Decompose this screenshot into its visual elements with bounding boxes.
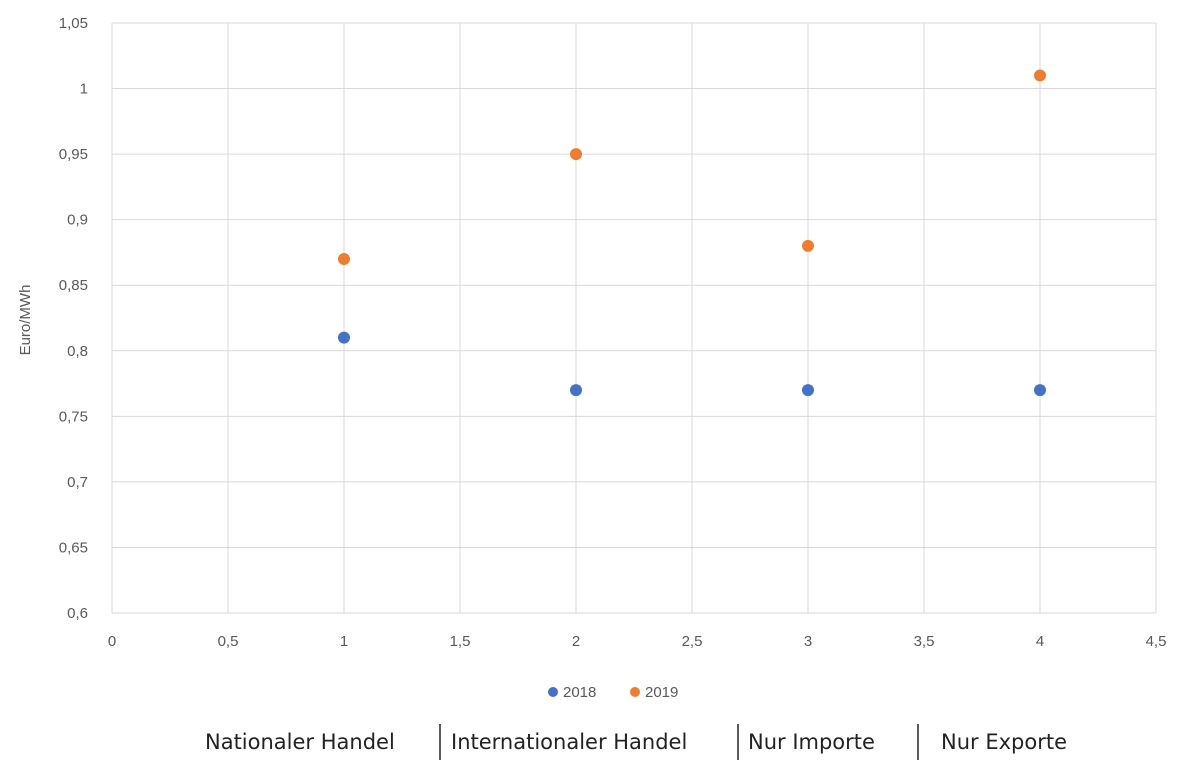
- x-tick-label: 1: [340, 633, 348, 650]
- data-points: [338, 69, 1046, 397]
- x-tick-label: 2: [572, 633, 580, 650]
- x-tick-label: 2,5: [682, 633, 703, 650]
- data-point-2019: [338, 253, 350, 265]
- x-tick-label: 4: [1036, 633, 1044, 650]
- y-tick-label: 0,65: [59, 539, 88, 556]
- y-tick-label: 1,05: [59, 15, 88, 32]
- y-tick-label: 0,9: [67, 212, 88, 229]
- y-tick-label: 0,85: [59, 277, 88, 294]
- data-point-2019: [1034, 69, 1046, 82]
- y-tick-label: 0,6: [67, 605, 88, 622]
- x-tick-label: 4,5: [1146, 633, 1167, 650]
- x-tick-label: 3: [804, 633, 812, 650]
- category-label: Internationaler Handel: [451, 730, 687, 754]
- x-tick-label: 0,5: [218, 633, 239, 650]
- legend: 2018 2019: [548, 684, 678, 701]
- y-tick-label: 0,8: [67, 343, 88, 360]
- grid: [111, 22, 1157, 614]
- legend-marker-2018: [548, 687, 558, 697]
- x-tick-label: 0: [108, 633, 116, 650]
- data-point-2018: [802, 384, 814, 397]
- y-tick-label: 0,7: [67, 474, 88, 491]
- x-axis-ticks: 0 0,5 1 1,5 2 2,5 3 3,5 4 4,5: [108, 633, 1167, 650]
- y-tick-label: 0,95: [59, 146, 88, 163]
- data-point-2018: [1034, 384, 1046, 397]
- category-label: Nur Importe: [748, 730, 875, 754]
- legend-label-2019: 2019: [645, 684, 678, 701]
- y-tick-label: 1: [80, 81, 88, 98]
- y-tick-label: 0,75: [59, 408, 88, 425]
- category-label: Nationaler Handel: [205, 730, 395, 754]
- data-point-2019: [802, 239, 814, 252]
- x-tick-label: 1,5: [450, 633, 471, 650]
- data-point-2018: [338, 331, 350, 344]
- legend-marker-2019: [630, 687, 640, 697]
- data-point-2019: [570, 148, 582, 161]
- x-tick-label: 3,5: [914, 633, 935, 650]
- legend-label-2018: 2018: [563, 684, 596, 701]
- y-axis-title: Euro/MWh: [17, 285, 34, 356]
- category-labels: Nationaler Handel Internationaler Handel N…: [205, 724, 1067, 760]
- category-label: Nur Exporte: [941, 730, 1067, 754]
- y-axis-ticks: 0,6 0,65 0,7 0,75 0,8 0,85 0,9 0,95 1 1,05: [59, 15, 88, 622]
- data-point-2018: [570, 384, 582, 397]
